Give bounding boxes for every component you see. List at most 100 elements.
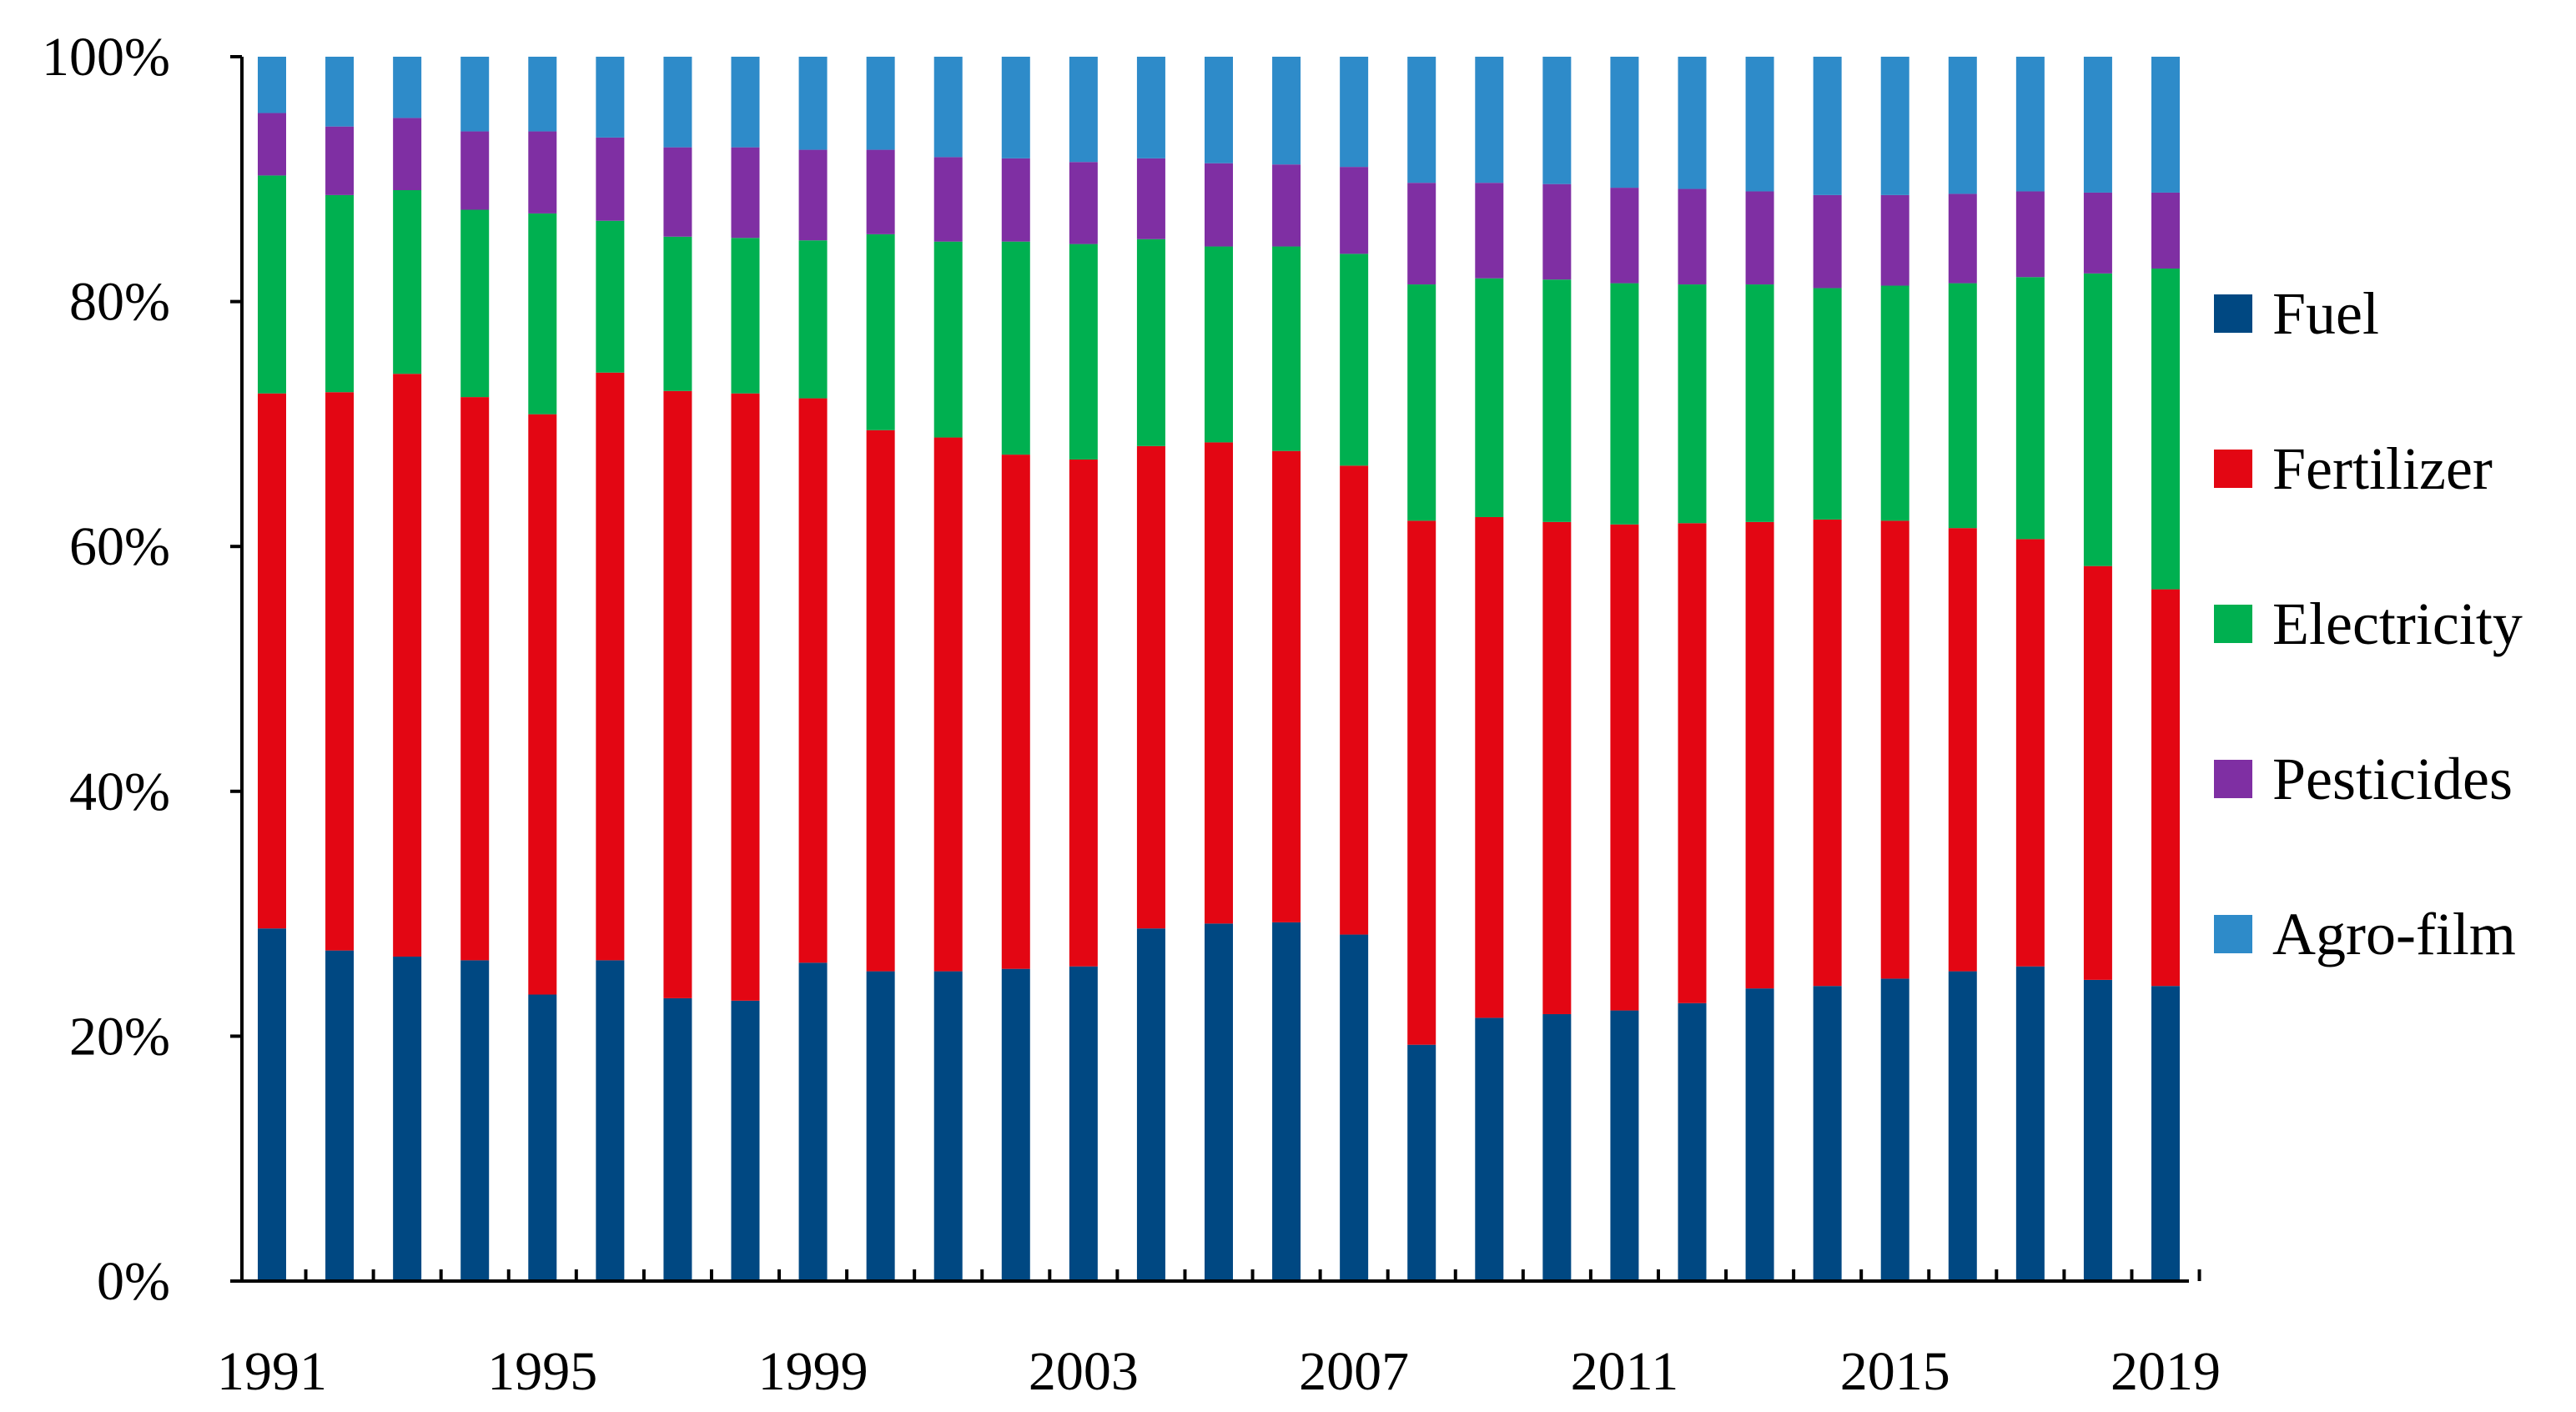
bar-segment-agro-film-1998	[731, 57, 760, 148]
bar-segment-electricity-2007	[1340, 254, 1369, 466]
bar-segment-fuel-2012	[1678, 1002, 1707, 1281]
bar-segment-agro-film-2018	[2083, 57, 2112, 193]
bar-segment-fuel-2005	[1205, 923, 1233, 1281]
bar-segment-pesticides-2015	[1880, 194, 1909, 286]
bar-segment-fuel-2015	[1880, 978, 1909, 1281]
bar-segment-pesticides-2017	[2015, 191, 2045, 278]
bar-segment-pesticides-1994	[460, 131, 490, 210]
bar-segment-fertilizer-2019	[2151, 589, 2180, 987]
bar-segment-agro-film-1992	[325, 57, 355, 127]
bar-segment-fertilizer-2006	[1272, 450, 1301, 922]
bar-segment-agro-film-2003	[1069, 57, 1098, 163]
bar-segment-fertilizer-2003	[1069, 459, 1098, 967]
bar-segment-pesticides-2004	[1136, 158, 1165, 239]
bar-segment-agro-film-2001	[933, 57, 963, 158]
bar-segment-electricity-1995	[528, 213, 557, 415]
legend-label-fuel: Fuel	[2272, 280, 2379, 347]
bar-segment-agro-film-1999	[798, 57, 828, 150]
bar-segment-electricity-2010	[1542, 279, 1572, 522]
bar-segment-electricity-2002	[1001, 241, 1030, 455]
bar-segment-fertilizer-2008	[1407, 520, 1436, 1045]
bar-segment-fuel-1997	[663, 997, 692, 1281]
bar-segment-agro-film-2002	[1001, 57, 1030, 158]
bar-segment-agro-film-2019	[2151, 57, 2180, 193]
bar-segment-agro-film-1997	[663, 57, 692, 148]
y-tick-label: 0%	[97, 1251, 170, 1312]
bar-segment-electricity-2012	[1678, 284, 1707, 524]
bar-segment-pesticides-2014	[1813, 194, 1842, 289]
bar-segment-agro-film-2000	[866, 57, 895, 150]
bar-segment-pesticides-2016	[1948, 193, 1977, 284]
bar-segment-fertilizer-1996	[596, 372, 625, 961]
x-tick-label: 2019	[2111, 1341, 2221, 1402]
bar-segment-fuel-2007	[1340, 934, 1369, 1281]
bar-segment-electricity-1993	[393, 190, 422, 374]
bar-segment-fuel-2014	[1813, 986, 1842, 1281]
bar-segment-fuel-2006	[1272, 922, 1301, 1281]
legend-swatch-agro-film	[2214, 915, 2252, 953]
x-tick-label: 1999	[758, 1341, 868, 1402]
bar-segment-fertilizer-2015	[1880, 520, 1909, 979]
legend-label-electricity: Electricity	[2272, 590, 2523, 657]
bar-segment-fuel-2004	[1136, 928, 1165, 1281]
bar-segment-electricity-2016	[1948, 283, 1977, 529]
bar-segment-pesticides-1995	[528, 131, 557, 214]
bar-segment-electricity-2014	[1813, 288, 1842, 520]
bar-segment-fertilizer-2016	[1948, 528, 1977, 972]
y-tick-label: 20%	[69, 1006, 170, 1067]
bar-segment-electricity-2018	[2083, 273, 2112, 566]
bar-segment-agro-film-2006	[1272, 57, 1301, 165]
bar-segment-electricity-2017	[2015, 277, 2045, 540]
y-tick-layer: 0% 20% 40% 60% 80% 100%	[42, 27, 242, 1312]
bar-segment-fuel-2018	[2083, 979, 2112, 1281]
bar-segment-fuel-2016	[1948, 971, 1977, 1281]
bar-segment-fertilizer-1994	[460, 397, 490, 961]
bar-segment-pesticides-2006	[1272, 164, 1301, 247]
bar-segment-pesticides-1998	[731, 147, 760, 239]
bar-segment-fuel-2003	[1069, 966, 1098, 1281]
bar-segment-electricity-2000	[866, 234, 895, 430]
bar-segment-electricity-2001	[933, 241, 963, 438]
bar-segment-pesticides-2010	[1542, 183, 1572, 280]
bar-segment-fertilizer-2001	[933, 437, 963, 972]
bar-segment-electricity-1999	[798, 240, 828, 399]
bar-segment-pesticides-2000	[866, 149, 895, 234]
bar-segment-electricity-2011	[1610, 283, 1639, 525]
bar-segment-fertilizer-2000	[866, 430, 895, 972]
bar-segment-pesticides-2003	[1069, 162, 1098, 244]
bar-segment-fertilizer-1993	[393, 374, 422, 957]
bar-segment-electricity-2013	[1745, 284, 1774, 522]
axes-layer	[240, 57, 2189, 1283]
bar-segment-fuel-2008	[1407, 1044, 1436, 1281]
bar-segment-agro-film-2016	[1948, 57, 1977, 194]
bar-segment-pesticides-2012	[1678, 188, 1707, 285]
bar-segment-fertilizer-1997	[663, 390, 692, 998]
legend-label-agro-film: Agro-film	[2272, 901, 2516, 967]
legend-swatch-electricity	[2214, 605, 2252, 643]
legend-swatch-fuel	[2214, 294, 2252, 333]
y-tick-label: 60%	[69, 516, 170, 577]
bar-segment-pesticides-2018	[2083, 192, 2112, 274]
bar-segment-agro-film-2011	[1610, 57, 1639, 188]
bar-segment-pesticides-2002	[1001, 158, 1030, 242]
bar-segment-agro-film-2008	[1407, 57, 1436, 183]
bar-segment-fertilizer-2011	[1610, 524, 1639, 1011]
x-tick-label: 2003	[1029, 1341, 1139, 1402]
legend-label-pesticides: Pesticides	[2272, 746, 2513, 812]
bar-segment-electricity-1998	[731, 238, 760, 394]
bar-segment-fuel-2019	[2151, 986, 2180, 1281]
bar-segment-electricity-1992	[325, 194, 355, 393]
bar-segment-fuel-2017	[2015, 966, 2045, 1281]
bar-segment-fuel-1996	[596, 960, 625, 1281]
bar-segment-agro-film-2005	[1205, 57, 1233, 163]
x-tick-layer: 1991 1995 1999 2003 2007 2011 2015 2019	[217, 1269, 2221, 1402]
bar-segment-agro-film-2012	[1678, 57, 1707, 189]
bar-segment-pesticides-1993	[393, 118, 422, 191]
bar-segment-fertilizer-1998	[731, 393, 760, 1001]
bar-segment-pesticides-2019	[2151, 192, 2180, 269]
bar-segment-fertilizer-2002	[1001, 455, 1030, 969]
bar-segment-fertilizer-2010	[1542, 521, 1572, 1014]
bar-segment-pesticides-2011	[1610, 188, 1639, 284]
bar-segment-fertilizer-2005	[1205, 442, 1233, 924]
